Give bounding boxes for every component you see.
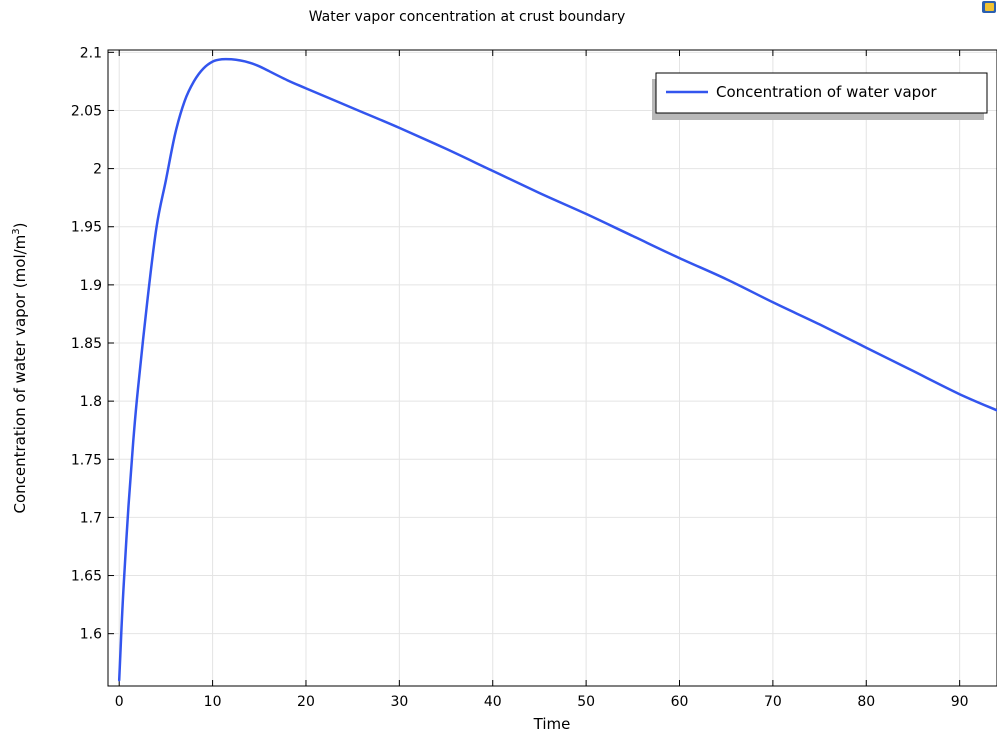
legend-label: Concentration of water vapor bbox=[716, 83, 937, 101]
app-logo-icon bbox=[982, 1, 996, 13]
legend-box bbox=[655, 72, 988, 114]
x-tick-label: 30 bbox=[390, 694, 408, 710]
y-tick-label: 1.6 bbox=[80, 627, 102, 643]
x-tick-label: 90 bbox=[951, 694, 969, 710]
y-tick-label: 1.75 bbox=[71, 452, 102, 468]
y-tick-label: 2.1 bbox=[80, 45, 102, 61]
ticks bbox=[108, 50, 961, 686]
x-tick-label: 50 bbox=[577, 694, 595, 710]
y-tick-label: 2.05 bbox=[71, 103, 102, 119]
y-axis-label: Concentration of water vapor (mol/m3) bbox=[11, 222, 29, 513]
x-tick-label: 60 bbox=[671, 694, 689, 710]
y-tick-labels: 1.6 1.65 1.7 1.75 1.8 1.85 1.9 1.95 2 2.05 2.1 bbox=[71, 45, 102, 642]
plot-frame bbox=[107, 49, 997, 687]
x-tick-label: 80 bbox=[857, 694, 875, 710]
grid bbox=[108, 50, 997, 686]
chart-title: Water vapor concentration at crust bound… bbox=[309, 9, 626, 25]
x-tick-label: 40 bbox=[484, 694, 502, 710]
y-axis-label-close: ) bbox=[11, 222, 29, 228]
y-tick-label: 1.65 bbox=[71, 569, 102, 585]
x-tick-label: 0 bbox=[115, 694, 124, 710]
y-tick-label: 1.7 bbox=[80, 510, 102, 526]
y-tick-label: 1.85 bbox=[71, 336, 102, 352]
x-tick-labels: 0 10 20 30 40 50 60 70 80 90 bbox=[115, 694, 969, 710]
legend: Concentration of water vapor bbox=[652, 72, 988, 120]
series-line bbox=[117, 57, 997, 682]
x-tick-label: 10 bbox=[204, 694, 222, 710]
x-tick-label: 70 bbox=[764, 694, 782, 710]
y-tick-label: 2 bbox=[93, 162, 102, 178]
y-axis-label-sup: 3 bbox=[11, 228, 22, 234]
x-tick-label: 20 bbox=[297, 694, 315, 710]
y-tick-label: 1.9 bbox=[80, 278, 102, 294]
y-axis-label-main: Concentration of water vapor (mol/m bbox=[11, 235, 29, 514]
y-tick-label: 1.8 bbox=[80, 394, 102, 410]
x-axis-label: Time bbox=[533, 715, 571, 733]
y-tick-label: 1.95 bbox=[71, 220, 102, 236]
